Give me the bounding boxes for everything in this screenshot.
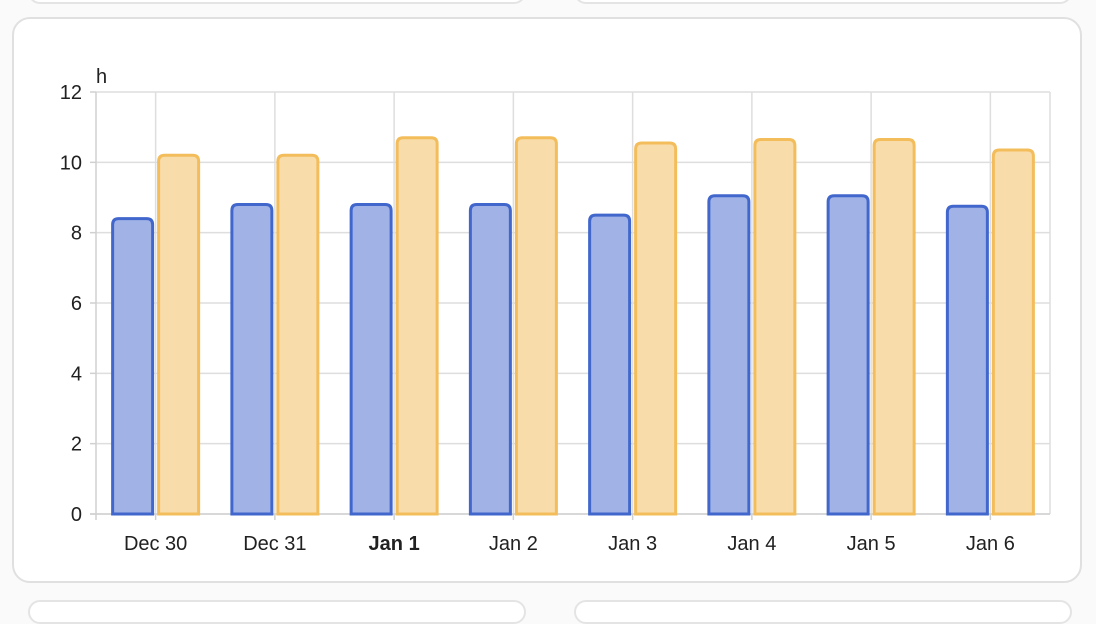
x-tick-label-5: Jan 4 bbox=[727, 533, 776, 555]
y-tick-label-6: 6 bbox=[71, 293, 82, 315]
bar-series1-2[interactable] bbox=[395, 136, 439, 516]
x-tick-label-4: Jan 3 bbox=[608, 533, 657, 555]
bar-series1-4[interactable] bbox=[634, 141, 678, 516]
bar-chart: 0 2 4 6 8 10 12 Dec 30 Dec 31 Jan 1 Jan 2 Jan 3 Jan… bbox=[60, 66, 1051, 555]
y-tick-label-2: 2 bbox=[71, 434, 82, 456]
bar-series0-7[interactable] bbox=[945, 204, 989, 516]
chart-bars bbox=[111, 136, 1035, 516]
bar-series1-1[interactable] bbox=[276, 153, 320, 516]
bar-series1-6[interactable] bbox=[872, 137, 916, 516]
x-tick-label-0: Dec 30 bbox=[124, 533, 187, 555]
x-axis: Dec 30 Dec 31 Jan 1 Jan 2 Jan 3 Jan 4 Jan 5 Jan… bbox=[124, 514, 1015, 555]
y-axis-unit-label: h bbox=[96, 66, 107, 88]
bar-series0-1[interactable] bbox=[230, 203, 274, 516]
y-tick-label-10: 10 bbox=[60, 152, 82, 174]
y-tick-label-8: 8 bbox=[71, 223, 82, 245]
bar-series0-0[interactable] bbox=[111, 217, 155, 516]
y-tick-label-4: 4 bbox=[71, 363, 82, 385]
y-axis: 0 2 4 6 8 10 12 bbox=[60, 82, 96, 526]
bar-series0-3[interactable] bbox=[468, 203, 512, 516]
x-tick-label-1: Dec 31 bbox=[243, 533, 306, 555]
bar-series1-0[interactable] bbox=[157, 153, 201, 516]
y-tick-label-0: 0 bbox=[71, 504, 82, 526]
y-tick-label-12: 12 bbox=[60, 82, 82, 104]
bar-series0-4[interactable] bbox=[588, 213, 632, 516]
x-tick-label-2: Jan 1 bbox=[369, 533, 420, 555]
bar-series0-5[interactable] bbox=[707, 194, 751, 516]
x-tick-label-7: Jan 6 bbox=[966, 533, 1015, 555]
x-tick-label-6: Jan 5 bbox=[847, 533, 896, 555]
x-tick-label-3: Jan 2 bbox=[489, 533, 538, 555]
bar-series1-5[interactable] bbox=[753, 137, 797, 516]
bar-series0-2[interactable] bbox=[349, 203, 393, 516]
bar-series0-6[interactable] bbox=[826, 194, 870, 516]
bar-series1-7[interactable] bbox=[991, 148, 1035, 516]
bar-series1-3[interactable] bbox=[514, 136, 558, 516]
